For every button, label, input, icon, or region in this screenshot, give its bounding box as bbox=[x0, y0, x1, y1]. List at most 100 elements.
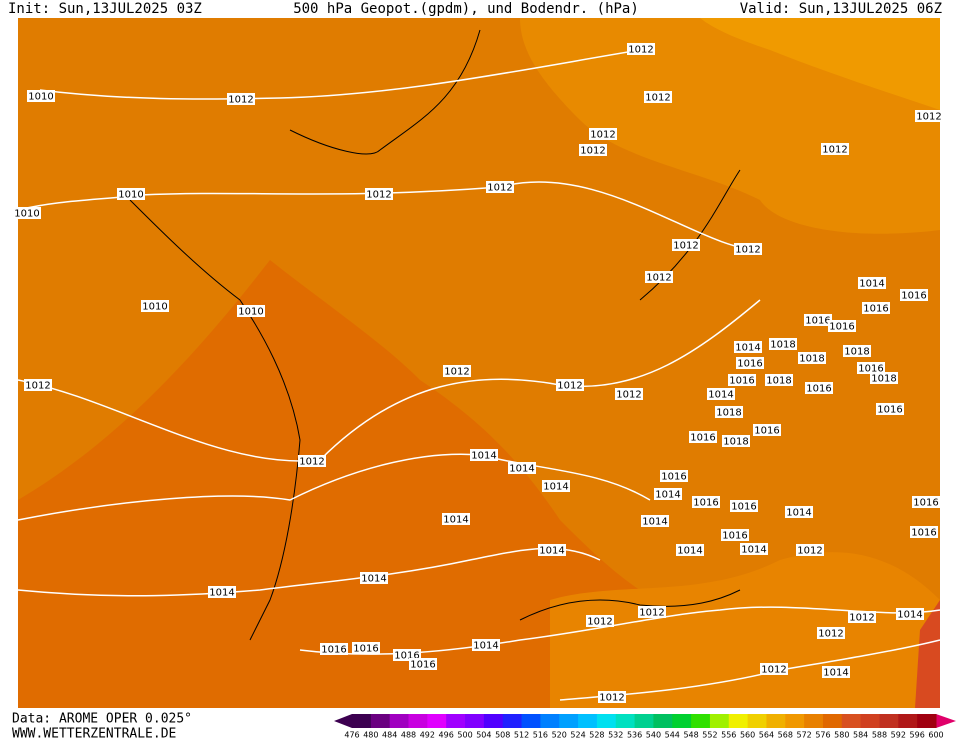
legend-swatch bbox=[785, 714, 805, 728]
isobar-label-box bbox=[320, 643, 348, 655]
isobar-label: 1016 bbox=[901, 291, 926, 302]
isobar-label: 1016 bbox=[877, 405, 902, 416]
isobar-label-box bbox=[470, 449, 498, 461]
legend-swatch bbox=[465, 714, 485, 728]
isobar-label: 1012 bbox=[616, 390, 641, 401]
isobar-label: 1016 bbox=[858, 364, 883, 375]
isobar-label-box bbox=[676, 544, 704, 556]
isobar-label: 1016 bbox=[729, 376, 754, 387]
isobar-label-box bbox=[707, 388, 735, 400]
legend-swatch bbox=[917, 714, 937, 728]
isobar-label: 1012 bbox=[590, 130, 615, 141]
isobar-label: 1010 bbox=[14, 209, 39, 220]
isobar-label-box bbox=[409, 658, 437, 670]
isobar-label-box bbox=[858, 277, 886, 289]
isobar-label: 1010 bbox=[118, 190, 143, 201]
legend-tick-label: 576 bbox=[815, 731, 830, 740]
legend-swatch bbox=[709, 714, 730, 728]
isobar-label: 1016 bbox=[722, 531, 747, 542]
legend-swatch bbox=[352, 714, 372, 728]
legend-swatch bbox=[559, 714, 579, 728]
isobar-label-box bbox=[760, 663, 788, 675]
isobar-label-box bbox=[870, 372, 898, 384]
isobar-label-box bbox=[472, 639, 500, 651]
isobar-label: 1010 bbox=[238, 307, 263, 318]
isobar-label-box bbox=[360, 572, 388, 584]
isobar-label-box bbox=[715, 406, 743, 418]
legend-swatch bbox=[596, 714, 617, 728]
legend-tick-label: 524 bbox=[570, 731, 585, 740]
legend-swatch bbox=[615, 714, 636, 728]
isobar-label-box bbox=[442, 513, 470, 525]
isobar-label: 1016 bbox=[410, 660, 435, 671]
isobar-label-box bbox=[352, 642, 380, 654]
legend-tick-label: 520 bbox=[552, 731, 567, 740]
isobar-label-box bbox=[508, 462, 536, 474]
isobar-label-box bbox=[817, 627, 845, 639]
isobar-label: 1016 bbox=[829, 322, 854, 333]
isobar-label: 1014 bbox=[897, 610, 922, 621]
isobar-label: 1016 bbox=[693, 498, 718, 509]
legend-tick-label: 572 bbox=[796, 731, 811, 740]
legend-tick-label: 500 bbox=[457, 731, 472, 740]
isobar-label-box bbox=[721, 529, 749, 541]
isobar-label-box bbox=[298, 455, 326, 467]
legend-tick-label: 508 bbox=[495, 731, 510, 740]
isobar-label: 1014 bbox=[708, 390, 733, 401]
isobar-label: 1016 bbox=[690, 433, 715, 444]
isobar-label: 1014 bbox=[786, 508, 811, 519]
isobar-label: 1012 bbox=[628, 45, 653, 56]
isobar-label-box bbox=[798, 352, 826, 364]
isobar-label-box bbox=[579, 144, 607, 156]
isobar-label: 1012 bbox=[818, 629, 843, 640]
isobar-label: 1018 bbox=[844, 347, 869, 358]
isobar-label: 1018 bbox=[871, 374, 896, 385]
legend-tick-label: 496 bbox=[439, 731, 454, 740]
legend-tick-label: 556 bbox=[721, 731, 736, 740]
legend-tick-label: 564 bbox=[759, 731, 774, 740]
legend-swatch bbox=[521, 714, 541, 728]
legend-tick-label: 568 bbox=[778, 731, 793, 740]
isobar-label: 1012 bbox=[587, 617, 612, 628]
isobar-label: 1012 bbox=[673, 241, 698, 252]
legend-tick-label: 560 bbox=[740, 731, 755, 740]
legend-swatch bbox=[408, 714, 428, 728]
isobar-label: 1012 bbox=[849, 613, 874, 624]
isobar-label: 1014 bbox=[677, 546, 702, 557]
isobar-label-box bbox=[785, 506, 813, 518]
legend-tick-label: 580 bbox=[834, 731, 849, 740]
isobar-label: 1012 bbox=[599, 693, 624, 704]
legend-swatch bbox=[540, 714, 560, 728]
isobar-label-box bbox=[227, 93, 255, 105]
legend-tick-label: 592 bbox=[891, 731, 906, 740]
isobar-label-box bbox=[862, 302, 890, 314]
isobar-label: 1012 bbox=[487, 183, 512, 194]
isobar-label: 1010 bbox=[142, 302, 167, 313]
init-time: Init: Sun,13JUL2025 03Z bbox=[8, 1, 202, 17]
isobar-label: 1016 bbox=[806, 384, 831, 395]
isobar-label: 1012 bbox=[797, 546, 822, 557]
legend-swatch bbox=[672, 714, 692, 728]
isobar-label-box bbox=[141, 300, 169, 312]
legend-tick-label: 480 bbox=[363, 731, 378, 740]
isobar-label-box bbox=[589, 128, 617, 140]
legend-tick-label: 512 bbox=[514, 731, 529, 740]
valid-time: Valid: Sun,13JUL2025 06Z bbox=[740, 1, 942, 17]
isobar-label: 1016 bbox=[805, 316, 830, 327]
isobar-label: 1014 bbox=[543, 482, 568, 493]
isobar-label: 1014 bbox=[473, 641, 498, 652]
legend-tick-label: 484 bbox=[382, 731, 397, 740]
isobar-label-box bbox=[237, 305, 265, 317]
isobar-label-box bbox=[443, 365, 471, 377]
isobar-label: 1016 bbox=[661, 472, 686, 483]
legend-swatch bbox=[766, 714, 786, 728]
isobar-label: 1014 bbox=[509, 464, 534, 475]
isobar-label-box bbox=[365, 188, 393, 200]
isobar-label: 1018 bbox=[799, 354, 824, 365]
isobar-label: 1012 bbox=[299, 457, 324, 468]
isobar-label-box bbox=[805, 382, 833, 394]
legend-swatch bbox=[502, 714, 523, 728]
isobar-label: 1014 bbox=[741, 545, 766, 556]
legend-swatch bbox=[747, 714, 767, 728]
